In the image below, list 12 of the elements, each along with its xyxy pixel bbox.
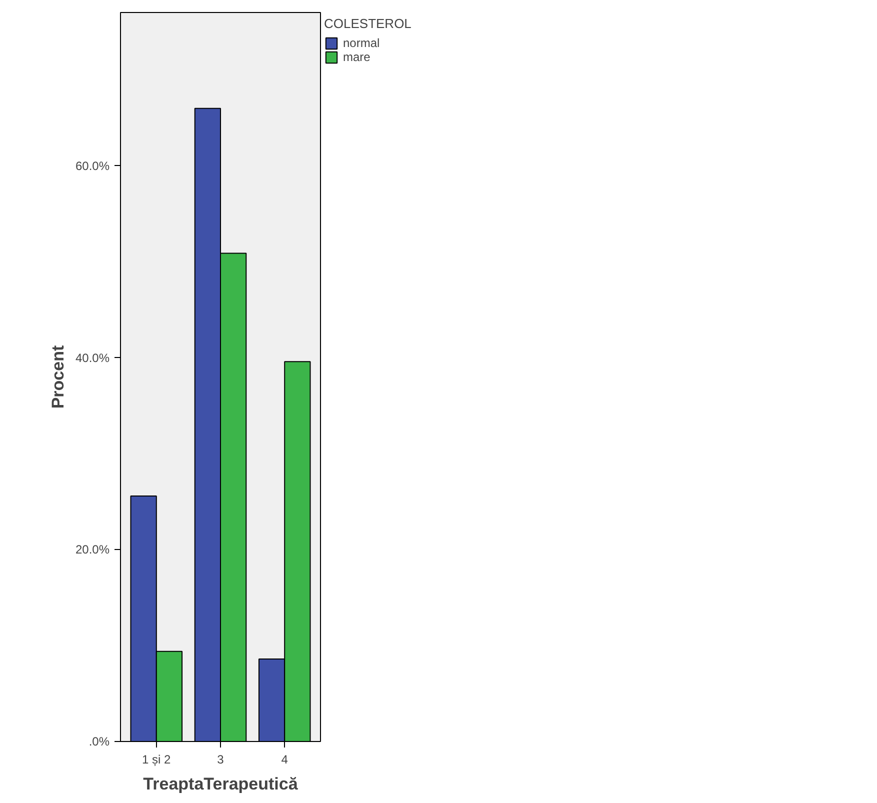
x-tick-label: 1 și 2 — [142, 752, 172, 766]
x-axis-title: TreaptaTerapeutică — [143, 774, 298, 794]
y-tick-label: .0% — [88, 734, 110, 748]
legend-title: COLESTEROL — [324, 16, 412, 31]
x-tick-label: 4 — [281, 752, 288, 766]
y-tick-label: 40.0% — [75, 350, 110, 365]
y-axis-title: Procent — [48, 345, 68, 409]
y-tick-label: 60.0% — [75, 158, 110, 173]
legend-label: normal — [343, 36, 380, 50]
legend-label: mare — [343, 50, 370, 64]
y-tick-label: 20.0% — [75, 542, 110, 557]
x-tick-label: 3 — [217, 752, 224, 766]
